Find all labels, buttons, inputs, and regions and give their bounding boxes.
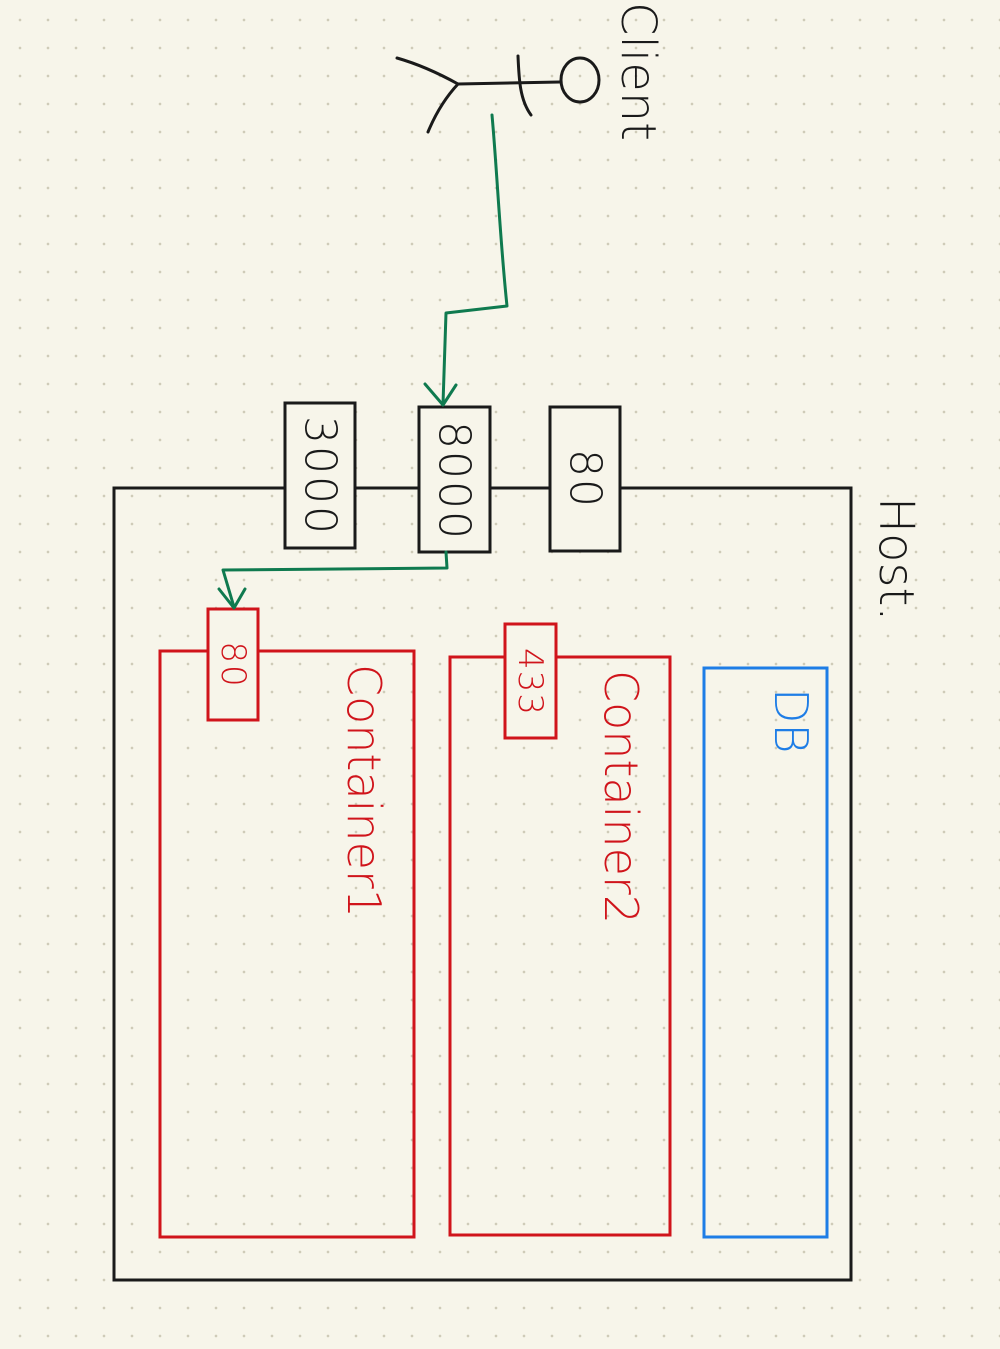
client-head xyxy=(559,56,601,104)
client-body xyxy=(456,80,562,86)
flow-arrowhead-host-port xyxy=(423,382,458,407)
container-label: Container2 xyxy=(594,670,648,924)
host-port-3000: 3000 xyxy=(283,401,357,550)
container-port-label: 433 xyxy=(510,648,550,716)
container-box xyxy=(158,649,416,1239)
flow-arrowhead-container-port xyxy=(217,587,247,610)
host-port-label: 80 xyxy=(560,449,611,509)
container-port-label: 80 xyxy=(213,641,253,688)
host-port-8000: 8000 xyxy=(417,405,492,554)
host-port-label: 8000 xyxy=(429,421,480,541)
request-flow-arrow xyxy=(217,113,509,610)
client-leg-right xyxy=(426,82,460,134)
client-label: Client xyxy=(610,2,666,141)
host-port-80: 80 xyxy=(548,405,622,553)
flow-client-to-host-port xyxy=(441,113,509,406)
host-port-label: 3000 xyxy=(295,416,346,536)
container-1: 80 Container1 xyxy=(158,607,416,1239)
host-port-box xyxy=(417,405,492,554)
client-stick-figure xyxy=(395,54,601,134)
container-port-box xyxy=(503,622,558,740)
container-2: 433 Container2 xyxy=(448,622,672,1237)
host-port-box xyxy=(283,401,357,550)
client-leg-left xyxy=(395,56,460,86)
db: DB xyxy=(702,666,829,1239)
container-box xyxy=(448,655,672,1237)
db-box xyxy=(702,666,829,1239)
flow-host-port-to-container xyxy=(221,550,449,609)
container-label: Container1 xyxy=(337,664,391,918)
host-label: Host. xyxy=(868,497,924,622)
client-arms xyxy=(516,54,533,117)
db-label: DB xyxy=(764,688,818,754)
host-port-box xyxy=(548,405,622,553)
host-box xyxy=(112,486,853,1282)
